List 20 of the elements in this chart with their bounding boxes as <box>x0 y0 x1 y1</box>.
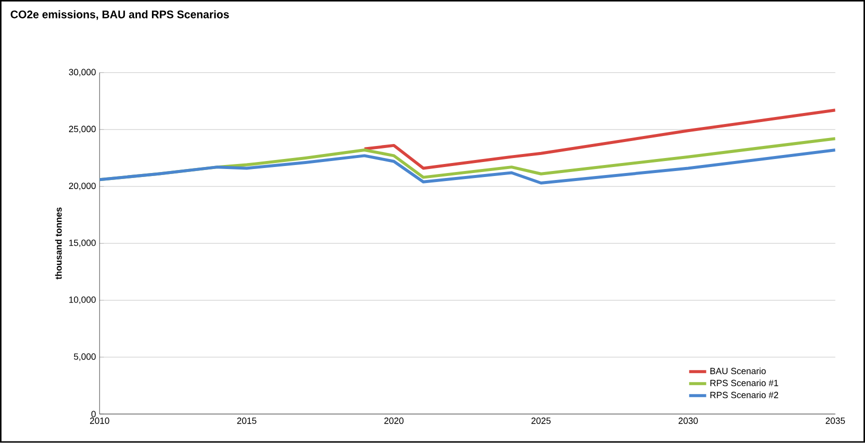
legend-label: RPS Scenario #2 <box>710 392 778 398</box>
y-tick-label: 20,000 <box>69 182 96 190</box>
y-tick-label: 30,000 <box>68 69 96 76</box>
x-tick-label: 2035 <box>826 418 845 424</box>
y-tick-label: 0 <box>91 410 96 418</box>
x-tick-label: 2020 <box>384 418 404 424</box>
x-tick-label: 2025 <box>531 418 551 424</box>
y-tick-label: 10,000 <box>69 296 96 304</box>
legend-label: BAU Scenario <box>710 368 766 374</box>
y-axis-title: thousand tonnes <box>55 208 62 280</box>
line-series <box>100 148 836 185</box>
y-tick-label: 5,000 <box>74 354 96 361</box>
line-series <box>362 108 836 170</box>
y-tick-label: 25,000 <box>69 126 96 134</box>
legend-label: RPS Scenario #1 <box>710 380 778 386</box>
x-tick-label: 2015 <box>237 418 256 424</box>
x-tick-label: 2030 <box>678 418 698 424</box>
y-tick-label: 15,000 <box>69 240 96 248</box>
chart-title: CO2e emissions, BAU and RPS Scenarios <box>10 10 229 20</box>
x-tick-label: 2010 <box>90 418 110 424</box>
